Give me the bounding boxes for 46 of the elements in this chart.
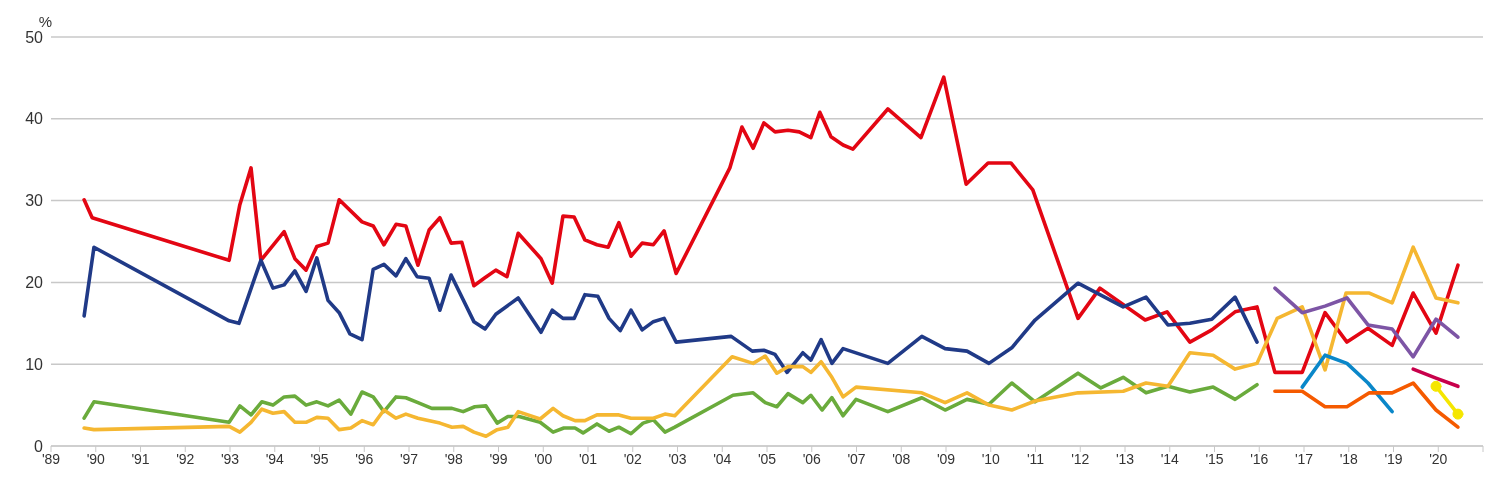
x-tick-label: '01 (578, 450, 598, 467)
x-tick-label: '15 (1205, 450, 1224, 467)
x-tick-label: '08 (892, 450, 911, 467)
x-tick-label: '06 (802, 450, 822, 467)
x-tick-label: '89 (41, 450, 61, 467)
x-tick-label: '00 (534, 450, 553, 467)
x-tick-label: '05 (757, 450, 777, 467)
x-tick-label: '11 (1026, 450, 1045, 467)
x-tick-label: '04 (713, 450, 732, 467)
x-tick-label: '17 (1294, 450, 1314, 467)
x-tick-label: '03 (668, 450, 687, 467)
x-tick-label: '18 (1339, 450, 1359, 467)
line-series (1273, 381, 1460, 429)
line-series (1300, 353, 1394, 414)
y-tick-label: 0 (34, 437, 44, 455)
x-tick-label: '16 (1250, 450, 1269, 467)
x-tick-label: '02 (623, 450, 643, 467)
x-tick-label: '12 (1071, 450, 1090, 467)
x-tick-label: '10 (981, 450, 1001, 467)
x-tick-label: '90 (86, 450, 106, 467)
x-tick-label: '96 (355, 450, 374, 467)
x-tick-label: '99 (489, 450, 508, 467)
x-tick-label: '93 (220, 450, 240, 467)
y-tick-label: 30 (25, 192, 44, 210)
x-tick-label: '97 (399, 450, 419, 467)
x-tick-label: '20 (1429, 450, 1448, 467)
line-series (82, 75, 1460, 375)
x-tick-label: '13 (1115, 450, 1135, 467)
x-tick-label: '07 (847, 450, 866, 467)
x-tick-label: '95 (310, 450, 329, 467)
y-tick-label: 50 (25, 28, 44, 46)
x-tick-label: '98 (444, 450, 464, 467)
y-axis-title: % (38, 13, 53, 30)
x-tick-label: '92 (176, 450, 195, 467)
line-series (1273, 286, 1460, 359)
line-series (82, 371, 1259, 436)
x-tick-label: '09 (936, 450, 956, 467)
x-tick-label: '14 (1160, 450, 1180, 467)
y-tick-label: 10 (25, 355, 44, 373)
x-tick-label: '91 (131, 450, 150, 467)
line-series (82, 245, 1460, 438)
y-tick-label: 40 (25, 110, 44, 128)
line-series (82, 245, 1259, 375)
x-tick-label: '19 (1384, 450, 1403, 467)
x-tick-label: '94 (265, 450, 285, 467)
y-tick-label: 20 (25, 274, 44, 292)
